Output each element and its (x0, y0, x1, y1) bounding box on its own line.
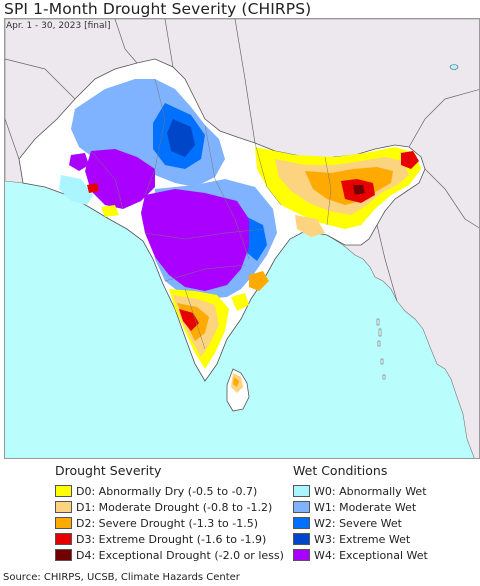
legend-label-d1: D1: Moderate Drought (-0.8 to -1.2) (76, 500, 273, 514)
legend-label-d3: D3: Extreme Drought (-1.6 to -1.9) (76, 532, 267, 546)
legend-drought-heading: Drought Severity (55, 463, 162, 478)
legend-item-w2: W2: Severe Wet (293, 516, 402, 530)
legend-item-w1: W1: Moderate Wet (293, 500, 416, 514)
legend-item-d1: D1: Moderate Drought (-0.8 to -1.2) (55, 500, 272, 514)
legend-label-w3: W3: Extreme Wet (314, 532, 411, 546)
legend-label-w1: W1: Moderate Wet (314, 500, 417, 514)
source-credit: Source: CHIRPS, UCSB, Climate Hazards Ce… (3, 572, 240, 583)
andaman-islands (376, 318, 386, 380)
wet-extreme-north (167, 119, 195, 157)
drought-northwest-spot (87, 183, 99, 193)
legend-label-d4: D4: Exceptional Drought (-2.0 or less) (76, 548, 284, 562)
legend-label-d0: D0: Abnormally Dry (-0.5 to -0.7) (76, 484, 258, 498)
swatch-w4 (293, 549, 310, 561)
legend-item-w4: W4: Exceptional Wet (293, 548, 428, 562)
legend-label-d2: D2: Severe Drought (-1.3 to -1.5) (76, 516, 259, 530)
island (449, 64, 459, 70)
drought-east-coast-2 (231, 293, 249, 311)
legend-item-d4: D4: Exceptional Drought (-2.0 or less) (55, 548, 284, 562)
legend-item-w3: W3: Extreme Wet (293, 532, 410, 546)
map-subtitle: Apr. 1 - 30, 2023 [final] (6, 21, 111, 31)
legend-item-d0: D0: Abnormally Dry (-0.5 to -0.7) (55, 484, 257, 498)
wet-abnormal-belt (59, 175, 93, 205)
swatch-w3 (293, 533, 310, 545)
legend-item-d2: D2: Severe Drought (-1.3 to -1.5) (55, 516, 258, 530)
drought-exceptional-northeast (353, 185, 365, 195)
wet-exceptional-central (141, 189, 249, 291)
swatch-w1 (293, 501, 310, 513)
swatch-d0 (55, 485, 72, 497)
swatch-d4 (55, 549, 72, 561)
wet-exceptional-northwest (85, 149, 155, 209)
legend-label-w0: W0: Abnormally Wet (314, 484, 427, 498)
legend-label-w2: W2: Severe Wet (314, 516, 402, 530)
wet-exceptional-small (69, 153, 89, 171)
drought-map[interactable] (4, 18, 480, 459)
legend-item-d3: D3: Extreme Drought (-1.6 to -1.9) (55, 532, 266, 546)
legend-label-w4: W4: Exceptional Wet (314, 548, 428, 562)
country-borders (5, 19, 479, 302)
drought-extreme-south (179, 309, 199, 331)
drought-bengal (295, 215, 325, 237)
map-title: SPI 1-Month Drought Severity (CHIRPS) (4, 0, 312, 18)
legend-item-w0: W0: Abnormally Wet (293, 484, 427, 498)
drought-east-coast (249, 271, 269, 291)
swatch-d3 (55, 533, 72, 545)
legend-wet-heading: Wet Conditions (293, 463, 388, 478)
drought-northwest-spot-2 (101, 205, 119, 217)
drought-extreme-far-ne (401, 151, 419, 169)
sri-lanka-severe (233, 377, 239, 387)
swatch-d2 (55, 517, 72, 529)
admin-borders (90, 78, 332, 350)
swatch-w0 (293, 485, 310, 497)
map-canvas (5, 19, 479, 458)
swatch-d1 (55, 501, 72, 513)
swatch-w2 (293, 517, 310, 529)
